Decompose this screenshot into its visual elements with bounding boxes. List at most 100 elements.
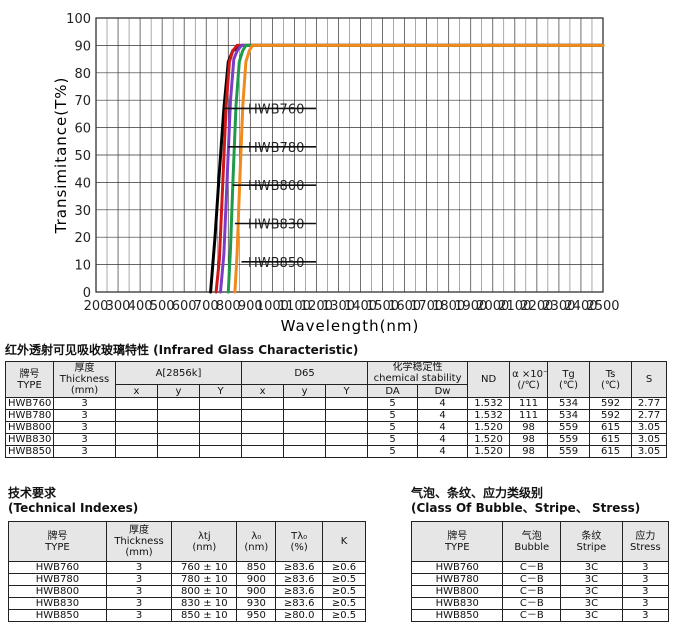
cell-bubble: C－B: [502, 561, 562, 574]
cell-tg: 559: [547, 421, 591, 434]
y-tick-label: 10: [74, 259, 91, 274]
y-tick-label: 100: [66, 12, 91, 27]
table-row: HWB830 C－B 3C 3: [410, 597, 670, 610]
cell-ts: 592: [589, 409, 633, 422]
cell-empty: [241, 421, 285, 434]
section2-title-en: (Technical Indexes): [8, 501, 139, 515]
table-row: HWB850 C－B 3C 3: [410, 609, 670, 622]
cell-nd: 1.520: [467, 421, 511, 434]
cell-empty: [115, 445, 158, 458]
cell-thick: 3: [105, 597, 173, 610]
cell-thick: 3: [53, 421, 116, 434]
cell-thick: 3: [53, 433, 116, 446]
cell-bubble: C－B: [502, 573, 562, 586]
col-nd: ND: [467, 361, 511, 398]
x-tick-label: 2200: [520, 299, 553, 314]
x-tick-label: 1000: [256, 299, 289, 314]
table-row: HWB760 3 5 4 1.532 111 534 592 2.77: [5, 397, 668, 410]
technical-indexes-table: 牌号 TYPE 厚度 Thickness (mm) λtj (nm) λ₀ (nm) Tλ…: [8, 521, 366, 622]
cell-empty: [325, 433, 369, 446]
x-tick-label: 2500: [586, 299, 619, 314]
col-l0: λ₀ (nm): [236, 521, 277, 562]
cell-ltj: 850 ± 10: [171, 609, 238, 622]
x-tick-label: 200: [84, 299, 109, 314]
col-bubble: 气泡 Bubble: [502, 521, 562, 562]
cell-thick: 3: [105, 573, 173, 586]
cell-l0: 930: [236, 597, 277, 610]
y-tick-label: 60: [74, 122, 91, 137]
chart-annotations: HWB760 HWB780 HWB800 HWB830 HWB850: [223, 102, 316, 271]
cell-s: 3.05: [631, 445, 668, 458]
cell-stress: 3: [621, 573, 670, 586]
y-tick-label: 0: [83, 286, 91, 301]
table-row: HWB800 C－B 3C 3: [410, 585, 670, 598]
cell-thick: 3: [105, 561, 173, 574]
cell-type: HWB780: [8, 573, 107, 586]
col-type: 牌号 TYPE: [8, 521, 107, 562]
cell-s: 3.05: [631, 421, 668, 434]
cell-ts: 615: [589, 433, 633, 446]
annotation-label: HWB830: [248, 218, 304, 233]
cell-l0: 900: [236, 585, 277, 598]
cell-type: HWB800: [8, 585, 107, 598]
cell-empty: [198, 397, 243, 410]
table-row: HWB780 3 5 4 1.532 111 534 592 2.77: [5, 409, 668, 422]
col-chem: 化学稳定性 chemical stability: [367, 361, 469, 385]
cell-empty: [241, 397, 285, 410]
y-axis-label: Transimitance(T%): [52, 77, 70, 235]
cell-bubble: C－B: [502, 609, 562, 622]
x-tick-label: 400: [128, 299, 153, 314]
x-tick-label: 300: [106, 299, 131, 314]
x-tick-label: 700: [194, 299, 219, 314]
cell-empty: [198, 409, 243, 422]
cell-tl0: ≥83.6: [275, 597, 324, 610]
col-tl0: Tλ₀ (%): [275, 521, 324, 562]
cell-ltj: 780 ± 10: [171, 573, 238, 586]
y-tick-label: 50: [74, 149, 91, 164]
series-line-hwb830: [226, 43, 605, 294]
cell-type: HWB800: [410, 585, 504, 598]
cell-empty: [157, 409, 200, 422]
cell-alpha: 111: [509, 397, 549, 410]
cell-tl0: ≥83.6: [275, 585, 324, 598]
cell-empty: [283, 433, 327, 446]
chart-grid: [95, 17, 604, 293]
table-row: HWB830 3 5 4 1.520 98 559 615 3.05: [5, 433, 668, 446]
cell-dw: 4: [417, 421, 469, 434]
cell-type: HWB830: [8, 597, 107, 610]
x-tick-label: 1900: [454, 299, 487, 314]
col-s: S: [631, 361, 668, 398]
cell-tl0: ≥80.0: [275, 609, 324, 622]
cell-tg: 534: [547, 409, 591, 422]
cell-stress: 3: [621, 609, 670, 622]
cell-bubble: C－B: [502, 597, 562, 610]
col-type: 牌号 TYPE: [410, 521, 504, 562]
table-row: HWB800 3 800 ± 10 900 ≥83.6 ≥0.5: [8, 585, 366, 598]
cell-empty: [283, 445, 327, 458]
cell-empty: [198, 433, 243, 446]
col-type: 牌号 TYPE: [5, 361, 54, 398]
cell-empty: [325, 409, 369, 422]
cell-da: 5: [367, 445, 419, 458]
col-thickness: 厚度 Thickness (mm): [105, 521, 173, 562]
cell-type: HWB830: [5, 433, 54, 446]
cell-k: ≥0.5: [322, 573, 366, 586]
cell-empty: [115, 433, 158, 446]
cell-ltj: 830 ± 10: [171, 597, 238, 610]
cell-empty: [157, 433, 200, 446]
cell-empty: [283, 421, 327, 434]
infrared-glass-table: 牌号 TYPE 厚度 Thickness (mm) A[2856k] D65 化学稳定…: [5, 361, 668, 458]
cell-da: 5: [367, 421, 419, 434]
cell-ts: 615: [589, 445, 633, 458]
cell-alpha: 98: [509, 433, 549, 446]
cell-s: 2.77: [631, 409, 668, 422]
col-stress: 应力 Stress: [621, 521, 670, 562]
cell-dw: 4: [417, 409, 469, 422]
col-d65: D65: [241, 361, 369, 385]
table-row: HWB760 C－B 3C 3: [410, 561, 670, 574]
cell-k: ≥0.6: [322, 561, 366, 574]
col-ltj: λtj (nm): [171, 521, 238, 562]
chart-ticks: 2003004005006007008009001000110012001300…: [66, 12, 619, 314]
cell-empty: [157, 421, 200, 434]
col-k: K: [322, 521, 366, 562]
